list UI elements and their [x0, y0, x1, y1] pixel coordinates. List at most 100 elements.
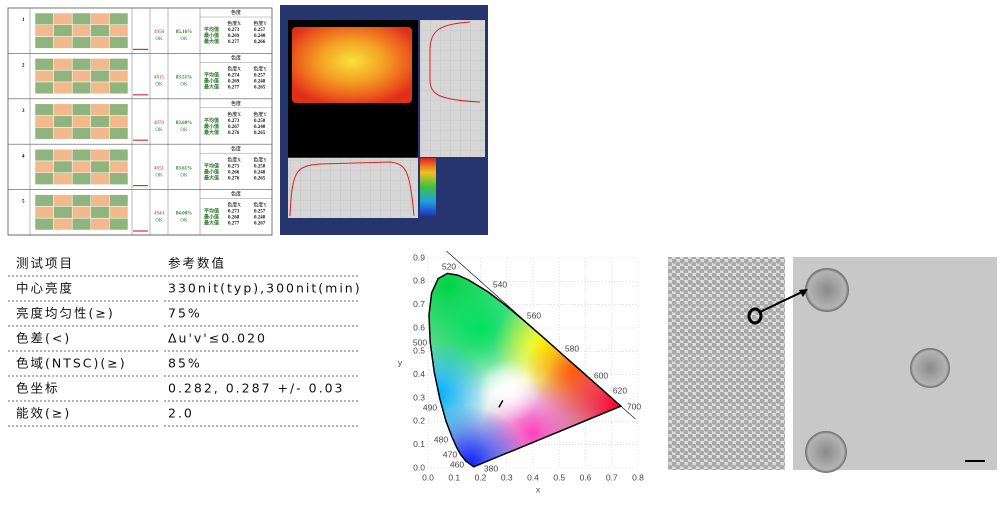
stats-head: 色度Y: [253, 202, 267, 209]
particle: [805, 431, 847, 473]
row-index: 2: [22, 64, 25, 69]
stats-value: 平均值: [204, 72, 219, 79]
spec-header: 测试项目: [16, 256, 74, 271]
grid-cell: [90, 24, 110, 37]
y-tick-label: 0.0: [413, 462, 425, 472]
grid-cell: [71, 217, 92, 231]
stats-head: 色度Y: [253, 66, 267, 73]
wavelength-label: 620: [613, 385, 627, 395]
stats-value: 0.257: [254, 210, 266, 215]
wavelength-label: 600: [594, 370, 608, 380]
row-index: 1: [22, 18, 25, 23]
spec-cell: 330nit(typ),300nit(min): [168, 281, 362, 296]
stats-value: 最大值: [204, 38, 219, 45]
x-tick-label: 0.5: [553, 472, 565, 482]
grid-cell: [71, 36, 92, 49]
luminance: 4815: [154, 76, 165, 81]
arrow: [759, 290, 805, 313]
grid-cell: [109, 206, 129, 219]
x-tick-label: 0.3: [501, 472, 513, 482]
y-tick-label: 0.7: [413, 299, 425, 309]
stats-value: 0.269: [228, 80, 240, 85]
stats-title: 色度: [231, 145, 241, 152]
stats-value: 0.273: [228, 210, 240, 215]
stats-head: 色度Y: [253, 20, 267, 27]
wavelength-label: 460: [450, 459, 464, 469]
grid-cell: [71, 115, 92, 128]
grid-cell: [34, 58, 54, 71]
stats-head: 色度X: [227, 202, 241, 209]
uniformity: 85.16%: [176, 30, 192, 35]
grid-cell: [90, 36, 110, 49]
white-point: [498, 399, 504, 408]
result: OK: [180, 173, 188, 178]
grid-cell: [109, 12, 129, 26]
grid-cell: [109, 172, 129, 185]
wavelength-label: 520: [442, 261, 456, 271]
spec-cell: 85%: [168, 356, 202, 371]
wavelength-label: 540: [493, 279, 507, 289]
grid-cell: [109, 115, 129, 128]
grid-cell: [53, 12, 73, 26]
luminance: 4651: [154, 166, 165, 171]
grid-cell: [53, 172, 73, 185]
result: OK: [180, 83, 188, 88]
stats-value: 0.265: [254, 176, 266, 181]
grid-cell: [53, 160, 73, 174]
result: OK: [180, 128, 188, 133]
stats-value: 0.277: [228, 86, 240, 91]
stats-title: 色度: [231, 9, 241, 16]
grid-cell: [90, 194, 110, 207]
stats-value: 最大值: [204, 220, 219, 227]
spec-cell: 色差(<): [16, 331, 71, 346]
stats-value: 0.274: [228, 74, 240, 79]
stats-value: 平均值: [204, 117, 219, 124]
y-axis-label: y: [398, 357, 403, 367]
stats-value: 最大值: [204, 129, 219, 136]
stats-head: 色度X: [227, 156, 241, 163]
stats-value: 最大值: [204, 84, 219, 91]
spec-cell: 中心亮度: [16, 281, 74, 296]
stats-value: 0.248: [254, 80, 266, 85]
y-tick-label: 0.9: [413, 252, 425, 262]
stats-value: 最小值: [204, 168, 219, 175]
grid-cell: [90, 115, 110, 128]
grid-cell: [71, 69, 92, 83]
result: OK: [155, 83, 163, 88]
grid-cell: [71, 12, 92, 26]
stats-head: 色度Y: [253, 156, 267, 163]
heatmap: [292, 27, 412, 103]
grid-cell: [34, 127, 54, 140]
spec-cell: Δu'v'≤0.020: [168, 331, 267, 346]
profile-line: [429, 21, 481, 103]
grid-cell: [90, 81, 110, 95]
stats-value: 0.273: [228, 28, 240, 33]
x-tick-label: 0.7: [606, 472, 618, 482]
wavelength-label: 490: [423, 402, 437, 412]
grid-cell: [34, 160, 54, 174]
result: OK: [180, 37, 188, 42]
profile-grid: [420, 20, 485, 157]
grid-cell: [53, 81, 73, 95]
grid-cell: [34, 81, 54, 95]
grid-cell: [71, 148, 92, 162]
grid-cell: [71, 58, 92, 71]
stats-value: 最小值: [204, 123, 219, 130]
luminance: 4970: [154, 121, 165, 126]
grid-cell: [71, 194, 92, 207]
stats-value: 0.273: [228, 119, 240, 124]
spec-cell: 能效(≥): [16, 406, 71, 421]
spec-cell: 75%: [168, 306, 202, 321]
spec-cell: 色域(NTSC)(≥): [16, 356, 127, 371]
wavelength-label: 560: [527, 310, 541, 320]
stats-value: 最小值: [204, 78, 219, 85]
stats-value: 最小值: [204, 32, 219, 39]
grid-cell: [90, 217, 110, 231]
marker-ring: [747, 307, 763, 325]
stats-title: 色度: [231, 191, 241, 198]
grid-cell: [109, 103, 129, 116]
result: OK: [155, 128, 163, 133]
stats-value: 0.258: [254, 119, 266, 124]
grid-cell: [109, 36, 129, 49]
stats-title: 色度: [231, 55, 241, 62]
